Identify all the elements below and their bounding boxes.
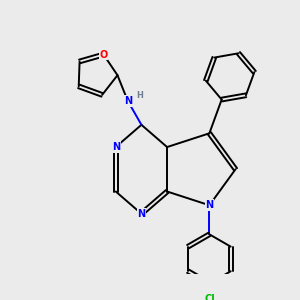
Text: Cl: Cl [204,294,215,300]
Text: O: O [99,50,108,60]
Text: N: N [124,96,132,106]
Text: N: N [205,200,213,210]
Text: H: H [136,91,143,100]
Text: N: N [137,209,146,219]
Text: N: N [112,142,120,152]
